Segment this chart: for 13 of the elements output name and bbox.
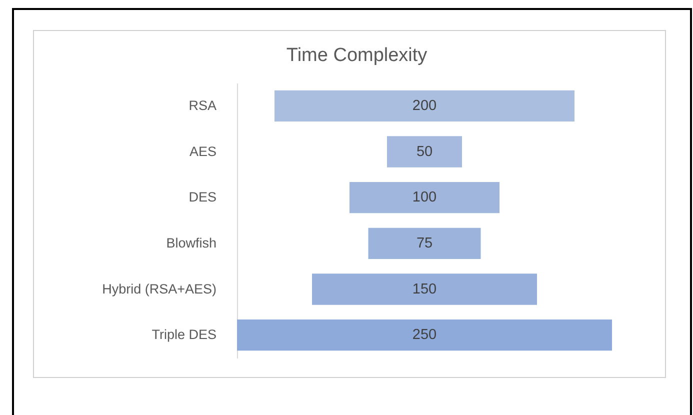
data-label: 250 <box>412 327 437 344</box>
data-label: 75 <box>416 235 433 252</box>
data-label: 100 <box>412 190 437 206</box>
data-label: 150 <box>412 281 437 298</box>
category-label: RSA <box>188 98 216 113</box>
data-label: 50 <box>416 144 433 160</box>
category-label: AES <box>189 144 216 159</box>
category-label: Triple DES <box>152 327 216 342</box>
data-label: 200 <box>412 98 437 114</box>
category-label: Blowfish <box>166 235 216 250</box>
category-label: Hybrid (RSA+AES) <box>102 281 216 296</box>
text: Time Complexity <box>286 45 428 66</box>
category-label: DES <box>188 190 216 205</box>
